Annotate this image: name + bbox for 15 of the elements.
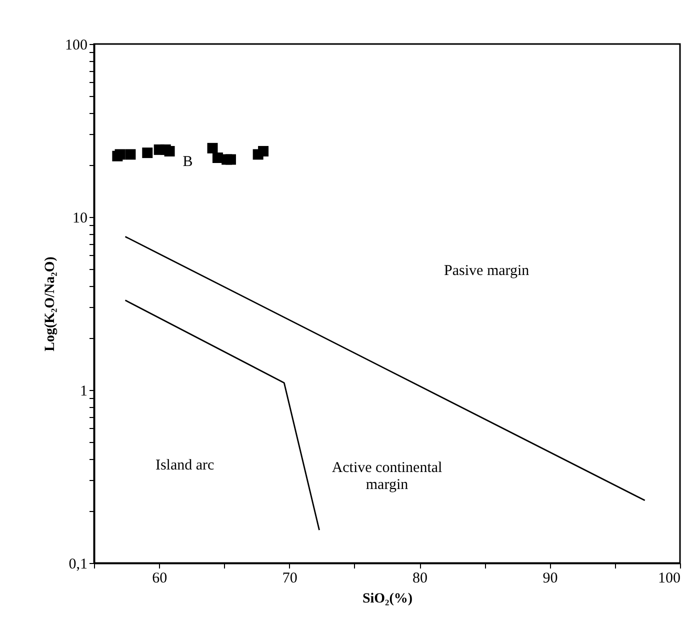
annotation: B [182, 154, 193, 170]
x-tick-label: 80 [412, 570, 428, 586]
annotation: Pasive margin [444, 262, 530, 279]
x-tick-label: 60 [152, 570, 168, 586]
y-axis-title: Log(K₂O/Na₂O) [43, 256, 58, 352]
y-tick-label: 0,1 [68, 556, 88, 572]
y-tick-label: 10 [72, 210, 88, 226]
y-tick-label: 100 [65, 38, 88, 54]
annotation: Active continental margin [332, 460, 442, 493]
x-tick-label: 90 [542, 570, 558, 586]
annotation: Island arc [155, 457, 215, 474]
x-tick-label: 100 [658, 570, 680, 586]
x-tick-label: 70 [282, 570, 298, 586]
x-axis-title: SiO₂(%) [362, 592, 413, 606]
y-tick-label: 1 [80, 384, 88, 400]
